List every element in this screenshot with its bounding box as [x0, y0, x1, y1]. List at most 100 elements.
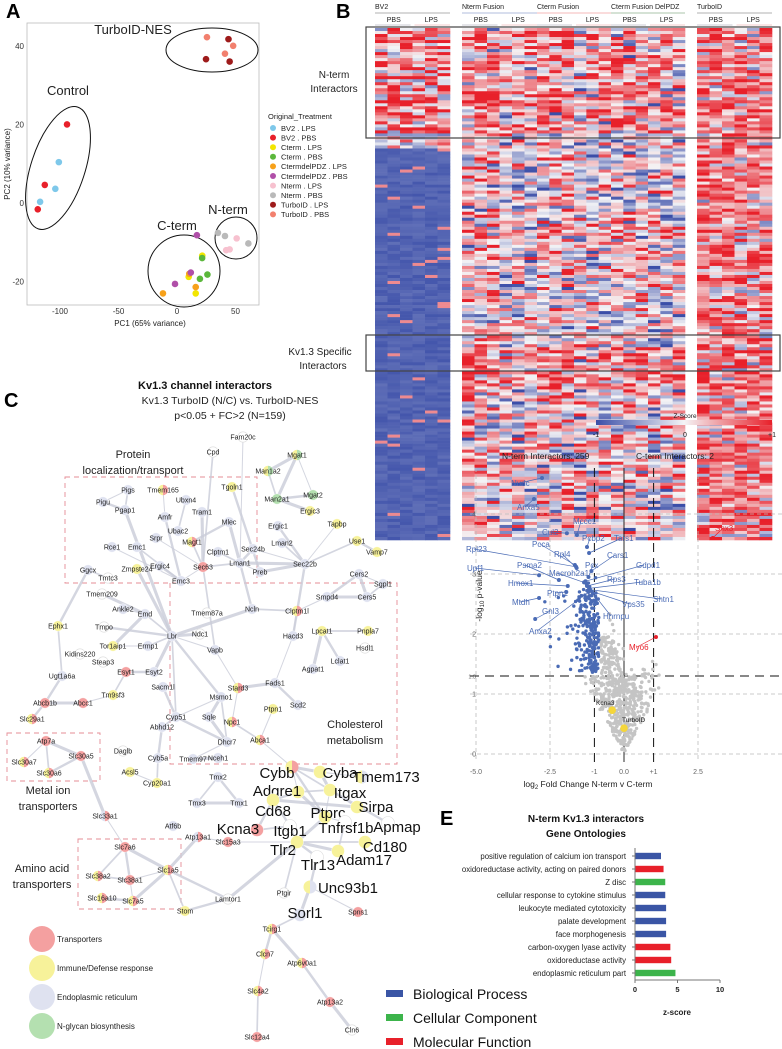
heatmap-cell	[375, 422, 388, 426]
heatmap-cell	[474, 509, 488, 514]
heatmap-cell	[425, 205, 438, 210]
heatmap-cell	[561, 302, 575, 306]
heatmap-cell	[697, 368, 710, 372]
heatmap-cell	[487, 503, 500, 508]
heatmap-cell	[549, 326, 562, 330]
heatmap-cell	[709, 112, 723, 116]
heatmap-cell	[512, 181, 525, 185]
heatmap-cell	[672, 494, 686, 499]
heatmap-cell	[734, 395, 748, 399]
heatmap-cell	[747, 127, 760, 131]
heatmap-cell	[734, 94, 748, 98]
heatmap-cell	[697, 229, 710, 234]
heatmap-cell	[561, 88, 575, 92]
heatmap-cell	[549, 49, 562, 53]
heatmap-cell	[537, 271, 550, 276]
heatmap-cell	[375, 64, 388, 68]
panel-e-label: E	[440, 808, 453, 830]
heatmap-cell	[487, 139, 500, 143]
heatmap-cell	[537, 296, 550, 300]
heatmap-cell	[474, 217, 488, 222]
heatmap-cell	[524, 55, 538, 59]
heatmap-cell	[598, 359, 612, 363]
heatmap-cell	[586, 410, 599, 414]
heatmap-cell	[512, 314, 525, 318]
heatmap-cell	[648, 130, 661, 134]
heatmap-cell	[387, 70, 401, 74]
heatmap-cell	[722, 250, 735, 255]
heatmap-cell	[375, 326, 388, 330]
heatmap-cell	[537, 127, 550, 131]
heatmap-cell	[747, 413, 760, 417]
heatmap-cell	[635, 265, 649, 270]
heatmap-cell	[660, 37, 673, 41]
heatmap-cell	[462, 494, 475, 499]
heatmap-cell	[660, 91, 673, 95]
heatmap-cell	[400, 467, 413, 472]
heatmap-cell	[660, 271, 673, 276]
heatmap-cell	[549, 284, 562, 288]
heatmap-cell	[672, 296, 686, 300]
heatmap-cell	[387, 497, 401, 502]
heatmap-cell	[524, 518, 538, 523]
heatmap-cell	[487, 317, 500, 321]
heatmap-cell	[537, 515, 550, 520]
heatmap-cell	[462, 271, 475, 276]
heatmap-cell	[747, 193, 760, 197]
heatmap-cell	[549, 359, 562, 363]
heatmap-cell	[734, 302, 748, 306]
heatmap-cell	[549, 425, 562, 429]
heatmap-cell	[635, 133, 649, 137]
heatmap-cell	[412, 407, 426, 411]
heatmap-cell	[512, 130, 525, 134]
heatmap-cell	[487, 323, 500, 327]
heatmap-cell	[425, 238, 438, 243]
heatmap-cell	[672, 55, 686, 59]
heatmap-cell	[499, 163, 513, 167]
heatmap-cell	[660, 371, 673, 375]
heatmap-cell	[412, 103, 426, 107]
heatmap-cell	[425, 473, 438, 478]
heatmap-cell	[648, 37, 661, 41]
heatmap-cell	[722, 55, 735, 59]
heatmap-cell	[635, 220, 649, 225]
heatmap-cell	[400, 494, 413, 499]
heatmap-cell	[574, 268, 587, 273]
heatmap-cell	[759, 380, 773, 384]
heatmap-cell	[425, 181, 438, 185]
heatmap-cell	[747, 365, 760, 369]
heatmap-cell	[747, 238, 760, 243]
heatmap-cell	[611, 40, 624, 44]
heatmap-cell	[487, 488, 500, 493]
heatmap-cell	[623, 449, 636, 453]
heatmap-cell	[412, 380, 426, 384]
heatmap-cell	[462, 97, 475, 101]
heatmap-cell	[524, 151, 538, 155]
heatmap-cell	[648, 359, 661, 363]
heatmap-cell	[574, 500, 587, 505]
heatmap-cell	[722, 199, 735, 203]
heatmap-cell	[549, 166, 562, 170]
heatmap-cell	[400, 133, 413, 137]
heatmap-cell	[549, 386, 562, 390]
heatmap-cell	[709, 259, 723, 264]
heatmap-cell	[425, 359, 438, 363]
heatmap-cell	[400, 265, 413, 270]
heatmap-cell	[611, 121, 624, 125]
heatmap-cell	[462, 130, 475, 134]
heatmap-cell	[487, 37, 500, 41]
heatmap-cell	[648, 452, 661, 456]
heatmap-cell	[722, 208, 735, 213]
heatmap-cell	[747, 265, 760, 270]
heatmap-cell	[412, 389, 426, 393]
heatmap-cell	[487, 238, 500, 243]
heatmap-cell	[598, 425, 612, 429]
heatmap-cell	[524, 446, 538, 450]
heatmap-cell	[425, 443, 438, 447]
heatmap-cell	[437, 160, 451, 164]
heatmap-cell	[487, 302, 500, 306]
heatmap-cell	[375, 109, 388, 113]
heatmap-cell	[722, 94, 735, 98]
heatmap-cell	[586, 91, 599, 95]
heatmap-cell	[586, 40, 599, 44]
